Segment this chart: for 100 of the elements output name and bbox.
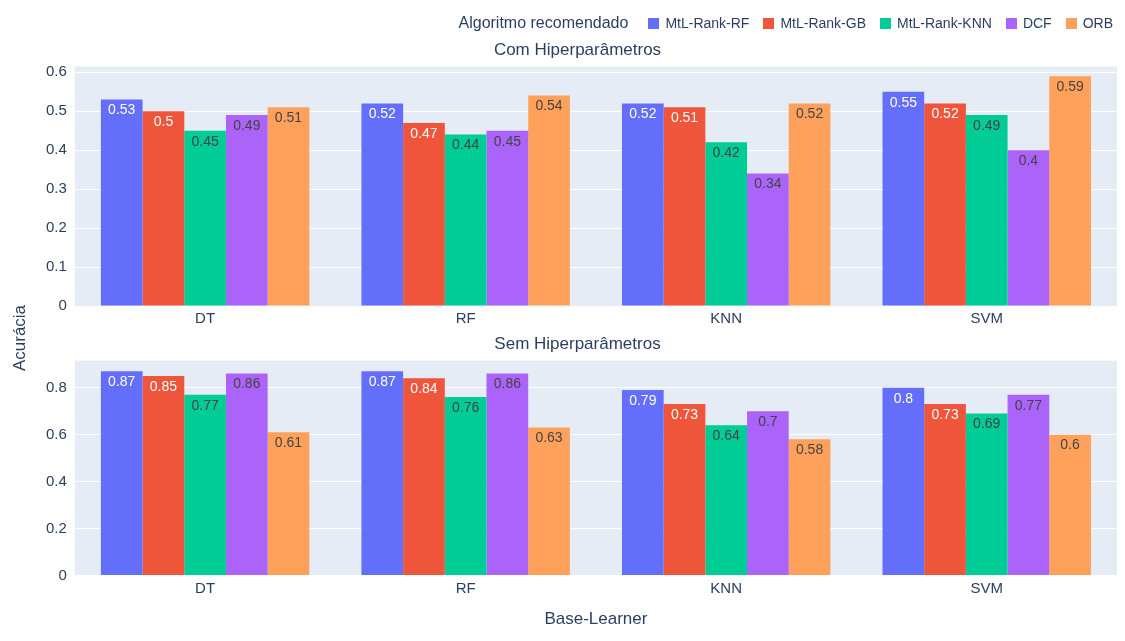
data-label: 0.55 [889, 93, 918, 110]
bar [142, 111, 185, 306]
bar [444, 397, 487, 576]
data-label: 0.63 [535, 429, 563, 446]
legend-label: ORB [1082, 15, 1113, 31]
data-label: 0.52 [629, 105, 657, 122]
bar [882, 91, 925, 306]
x-tick-label: SVM [970, 578, 1003, 596]
y-tick-label: 0.5 [45, 101, 67, 119]
bar [403, 122, 445, 306]
data-label: 0.51 [274, 109, 303, 126]
bar [267, 107, 310, 306]
bar [184, 394, 226, 576]
bar [225, 115, 268, 306]
bar [747, 411, 789, 576]
x-tick-label: KNN [710, 578, 743, 596]
bar [100, 371, 143, 576]
data-label: 0.79 [629, 391, 657, 408]
bar [361, 103, 404, 306]
chart-title: Sem Hiperparâmetros [494, 333, 661, 353]
bar [403, 378, 445, 576]
legend-label: DCF [1022, 15, 1052, 31]
bar [142, 375, 185, 576]
data-label: 0.58 [795, 441, 824, 458]
y-tick-label: 0.4 [45, 140, 67, 158]
data-label: 0.45 [493, 132, 522, 149]
y-tick-label: 0.2 [45, 218, 67, 236]
data-label: 0.44 [452, 136, 480, 153]
x-tick-label: DT [195, 578, 216, 596]
data-label: 0.49 [973, 116, 1001, 133]
data-label: 0.34 [754, 175, 782, 192]
data-label: 0.8 [893, 389, 914, 406]
x-axis-title: Base-Learner [544, 609, 648, 629]
y-tick-label: 0.6 [45, 62, 67, 80]
bar [267, 432, 310, 576]
data-label: 0.84 [410, 380, 438, 397]
x-tick-label: SVM [970, 309, 1003, 327]
data-label: 0.42 [712, 144, 741, 161]
bar [361, 371, 404, 576]
data-label: 0.76 [452, 398, 480, 415]
x-tick-label: KNN [710, 309, 743, 327]
bar [621, 390, 664, 576]
bar [1049, 434, 1091, 576]
x-tick-label: RF [455, 309, 476, 327]
x-tick-label: DT [195, 309, 216, 327]
bar [882, 387, 925, 576]
data-label: 0.85 [149, 377, 178, 394]
data-label: 0.5 [153, 113, 174, 130]
data-label: 0.64 [712, 427, 741, 444]
bar [528, 95, 570, 306]
y-tick-label: 0 [58, 565, 67, 583]
data-label: 0.86 [233, 375, 261, 392]
bar [705, 142, 748, 306]
data-label: 0.47 [410, 124, 438, 141]
legend-label: MtL-Rank-RF [665, 15, 750, 31]
bar [663, 404, 706, 576]
bar [747, 173, 789, 306]
y-tick-label: 0.6 [45, 424, 67, 442]
bar [528, 427, 570, 576]
data-label: 0.52 [368, 105, 397, 122]
y-tick-label: 0.4 [45, 471, 67, 489]
bar [965, 413, 1008, 576]
bar [225, 373, 268, 576]
bar [486, 130, 529, 306]
bar [965, 115, 1008, 306]
data-label: 0.51 [670, 109, 699, 126]
data-label: 0.52 [931, 105, 959, 122]
bar [924, 404, 966, 576]
data-label: 0.77 [191, 396, 219, 413]
bar [486, 373, 529, 576]
x-tick-label: RF [455, 578, 476, 596]
y-axis-title: Acurácia [10, 304, 30, 372]
y-tick-label: 0 [58, 296, 67, 314]
bar [663, 107, 706, 306]
data-label: 0.87 [368, 373, 397, 390]
chart-title: Com Hiperparâmetros [493, 39, 662, 59]
data-label: 0.45 [191, 132, 219, 149]
data-label: 0.49 [233, 116, 261, 133]
data-label: 0.53 [108, 101, 136, 118]
y-tick-label: 0.1 [45, 257, 67, 275]
bar [621, 103, 664, 306]
data-label: 0.77 [1014, 396, 1043, 413]
bar [1007, 394, 1050, 576]
bar [444, 134, 487, 306]
bar [100, 99, 143, 306]
y-tick-label: 0.2 [45, 518, 67, 536]
bar [788, 103, 831, 306]
data-label: 0.69 [973, 415, 1001, 432]
bar [924, 103, 966, 306]
bar [788, 439, 831, 576]
legend-title: Algoritmo recomendado [458, 14, 629, 32]
data-label: 0.6 [1060, 436, 1081, 453]
y-tick-label: 0.8 [45, 377, 67, 395]
data-label: 0.87 [108, 373, 136, 390]
data-label: 0.54 [535, 97, 563, 114]
bar [705, 425, 748, 576]
data-label: 0.86 [493, 375, 522, 392]
legend-label: MtL-Rank-GB [780, 15, 866, 31]
bar [1049, 76, 1091, 306]
data-label: 0.7 [758, 413, 778, 430]
